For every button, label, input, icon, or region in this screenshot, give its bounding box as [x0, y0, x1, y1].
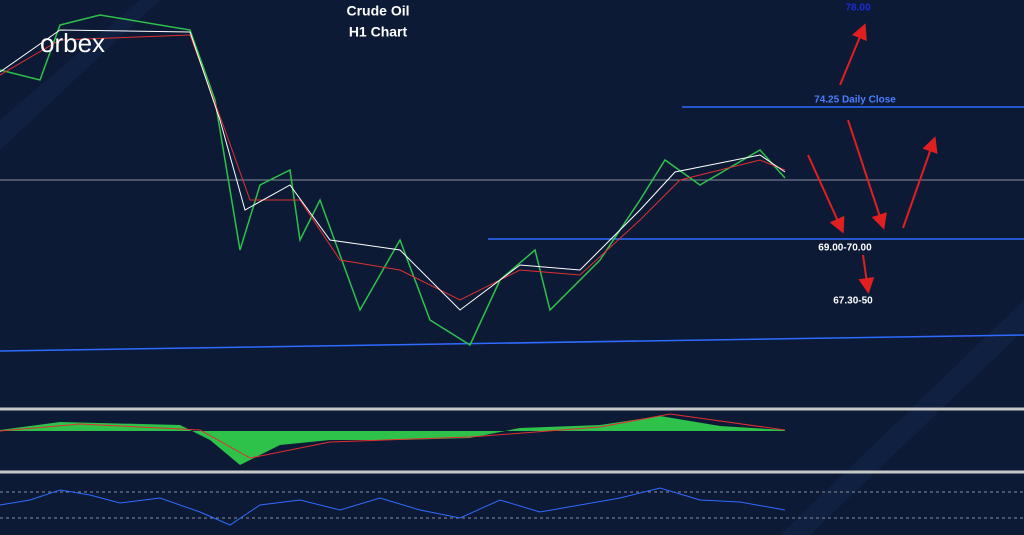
price-series	[0, 14, 786, 347]
oscillator-line	[0, 487, 786, 526]
target-label: 78.00	[845, 3, 870, 14]
arrows	[807, 23, 938, 294]
macd-signal	[0, 413, 786, 459]
logo: orbex	[40, 28, 105, 58]
support-label: 69.00-70.00	[818, 243, 872, 254]
moving-average-fast	[0, 29, 786, 311]
chart-title: Crude Oil	[346, 3, 409, 19]
daily-close-label: 74.25 Daily Close	[814, 95, 896, 106]
chart-subtitle: H1 Chart	[349, 24, 408, 40]
trend-line	[0, 334, 1024, 352]
lower-target-label: 67.30-50	[833, 296, 873, 307]
